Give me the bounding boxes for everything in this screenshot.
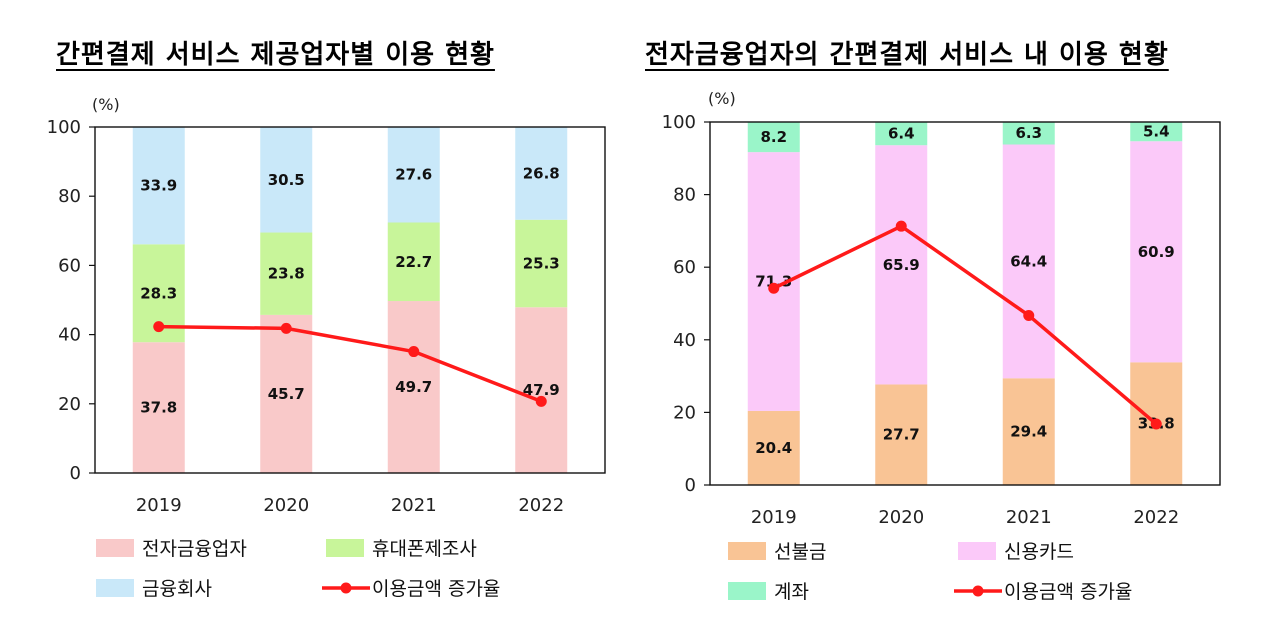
right-data-label-2020-series-1: 65.9 [883, 256, 920, 274]
left-y-tick-label-60: 60 [58, 255, 81, 276]
left-line-series [158, 324, 542, 404]
left-line-point-2019 [153, 321, 165, 333]
right-data-label-2019-series-0: 20.4 [755, 439, 792, 457]
left-bar-2019-series-0 [132, 342, 185, 473]
right-line-point-2020 [895, 220, 907, 232]
left-bar-2020-series-0 [260, 314, 313, 473]
left-y-tick-label-40: 40 [58, 325, 81, 346]
left-data-label-2022-series-2: 26.8 [523, 164, 560, 182]
right-x-tick-label-2022: 2022 [1133, 507, 1179, 528]
left-data-label-2020-series-0: 45.7 [268, 385, 305, 403]
right-bar-2022-series-2 [1130, 122, 1183, 142]
right-data-label-2021-series-0: 29.4 [1010, 423, 1047, 441]
left-bar-2022-series-2 [515, 127, 568, 220]
left-legend-label-1: 휴대폰제조사 [372, 538, 477, 560]
left-legend-line-marker [340, 582, 352, 594]
right-data-label-2020-series-0: 27.7 [883, 426, 920, 444]
left-legend-swatch-2 [96, 579, 134, 597]
right-data-label-2022-series-2: 5.4 [1143, 122, 1170, 140]
right-legend-swatch-1 [958, 542, 996, 560]
left-legend-swatch-0 [96, 539, 134, 557]
right-x-tick-label-2021: 2021 [1006, 507, 1052, 528]
right-legend-swatch-0 [728, 542, 766, 560]
left-bar-2021-series-1 [387, 222, 440, 302]
left-bar-2020-series-2 [260, 127, 313, 233]
left-line-point-2022 [535, 395, 547, 407]
right-legend-line-marker [972, 585, 984, 597]
left-y-unit-label: (%) [92, 95, 120, 114]
right-bar-2021-series-1 [1002, 144, 1055, 379]
right-bar-2019-series-0 [747, 410, 800, 485]
left-y-tick-label-0: 0 [70, 463, 81, 484]
right-bar-2020-series-0 [875, 384, 928, 485]
left-bar-2020-series-1 [260, 232, 313, 315]
right-data-label-2021-series-2: 6.3 [1015, 124, 1042, 142]
right-plot-frame [709, 121, 1221, 486]
left-data-label-2020-series-1: 23.8 [268, 265, 305, 283]
left-data-label-2019-series-1: 28.3 [140, 284, 177, 302]
right-y-tick-label-60: 60 [673, 257, 696, 278]
right-legend-label-0: 선불금 [774, 541, 826, 563]
left-data-label-2022-series-0: 47.9 [523, 381, 560, 399]
right-line-point-2021 [1023, 309, 1035, 321]
right-chart-title: 전자금융업자의 간편결제 서비스 내 이용 현황 [645, 40, 1169, 70]
left-chart-title: 간편결제 서비스 제공업자별 이용 현황 [56, 40, 495, 70]
left-data-label-2021-series-1: 22.7 [395, 253, 432, 271]
right-data-label-2022-series-1: 60.9 [1138, 243, 1175, 261]
right-legend-label-1: 신용카드 [1004, 541, 1074, 563]
right-y-tick-label-80: 80 [673, 185, 696, 206]
left-x-tick-label-2022: 2022 [518, 495, 564, 516]
left-bar-2022-series-0 [515, 307, 568, 473]
right-bar-2019-series-2 [747, 122, 800, 153]
left-y-tick-label-20: 20 [58, 394, 81, 415]
right-bar-2021-series-2 [1002, 122, 1055, 145]
right-legend-label-3: 이용금액 증가율 [1004, 581, 1132, 603]
left-bar-2019-series-2 [132, 127, 185, 245]
right-y-tick-label-100: 100 [662, 112, 696, 133]
left-plot-frame [94, 126, 606, 474]
left-bar-2021-series-2 [387, 127, 440, 223]
right-x-tick-label-2019: 2019 [751, 507, 797, 528]
left-line-point-2021 [408, 346, 420, 358]
left-data-label-2021-series-0: 49.7 [395, 378, 432, 396]
right-y-tick-label-0: 0 [685, 475, 696, 496]
left-legend-label-3: 이용금액 증가율 [372, 578, 500, 600]
right-line-point-2019 [768, 282, 780, 294]
right-bar-2021-series-0 [1002, 378, 1055, 485]
right-data-label-2020-series-2: 6.4 [888, 125, 915, 143]
right-bar-2020-series-1 [875, 145, 928, 385]
left-bar-2021-series-0 [387, 301, 440, 473]
left-data-label-2022-series-1: 25.3 [523, 254, 560, 272]
left-data-label-2020-series-2: 30.5 [268, 171, 305, 189]
left-data-label-2021-series-2: 27.6 [395, 166, 432, 184]
left-y-tick-label-80: 80 [58, 186, 81, 207]
right-y-unit-label: (%) [708, 89, 736, 108]
left-x-tick-label-2020: 2020 [263, 495, 309, 516]
right-line-point-2022 [1150, 418, 1162, 430]
left-bar-2022-series-1 [515, 219, 568, 308]
left-data-label-2019-series-0: 37.8 [140, 399, 177, 417]
left-x-tick-label-2019: 2019 [136, 495, 182, 516]
right-line-series [772, 224, 1158, 426]
right-data-label-2019-series-1: 71.3 [755, 273, 792, 291]
right-x-tick-label-2020: 2020 [878, 507, 924, 528]
left-x-tick-label-2021: 2021 [391, 495, 437, 516]
right-data-label-2021-series-1: 64.4 [1010, 252, 1047, 270]
right-bar-2022-series-1 [1130, 141, 1183, 363]
right-y-tick-label-20: 20 [673, 402, 696, 423]
left-legend-label-0: 전자금융업자 [142, 538, 247, 560]
right-data-label-2019-series-2: 8.2 [760, 128, 787, 146]
right-y-tick-label-40: 40 [673, 330, 696, 351]
left-data-label-2019-series-2: 33.9 [140, 177, 177, 195]
left-legend-label-2: 금융회사 [142, 578, 212, 600]
left-legend-swatch-1 [326, 539, 364, 557]
right-bar-2020-series-2 [875, 122, 928, 146]
left-line-point-2020 [280, 322, 292, 334]
right-legend-swatch-2 [728, 582, 766, 600]
right-legend-label-2: 계좌 [774, 581, 809, 603]
left-y-tick-label-100: 100 [47, 117, 81, 138]
